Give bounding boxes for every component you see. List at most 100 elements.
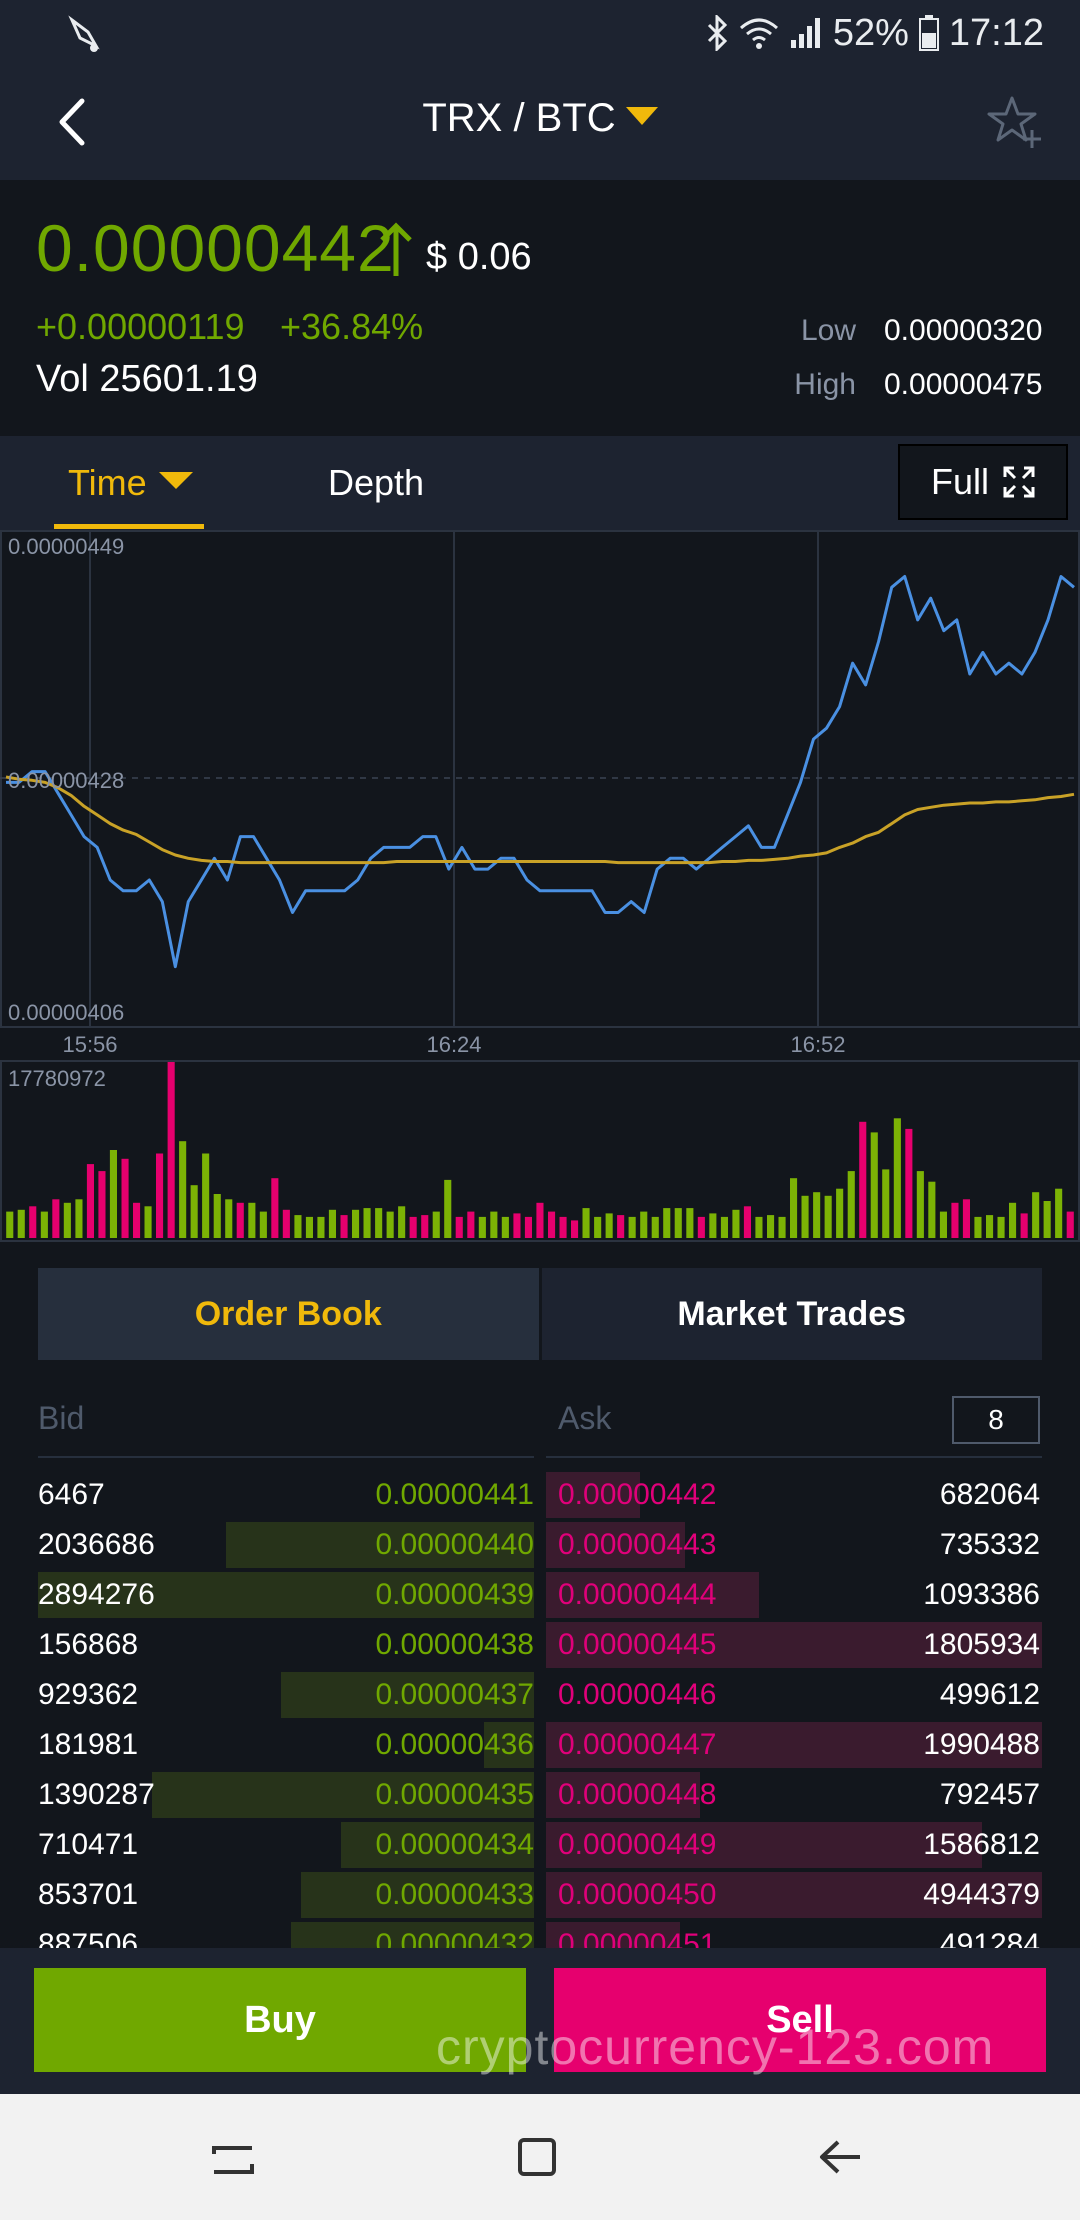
bid-price: 0.00000437 [375,1678,535,1711]
bid-price: 0.00000438 [375,1628,535,1661]
volume-bar [236,1202,244,1238]
volume-bar [190,1185,198,1238]
volume-bar [663,1208,671,1238]
volume-bar [1055,1188,1063,1238]
system-nav-bar [0,2094,1080,2220]
bid-quantity: 853701 [38,1878,139,1911]
volume-bar [305,1216,313,1238]
orderbook-row[interactable]: 2036686 0.00000440 0.00000443 735332 [0,1520,1080,1570]
volume-bar [916,1171,924,1238]
bid-price: 0.00000436 [375,1728,535,1761]
volume-bar [6,1211,14,1238]
watermark: cryptocurrency-123.com [436,2019,995,2075]
change-percent: +36.84% [280,306,424,347]
volume-bar [824,1195,832,1238]
volume-bar [467,1211,475,1238]
volume-bar [674,1208,682,1238]
volume-bar [121,1158,129,1238]
volume-bar-chart[interactable]: 17780972 [0,1060,1080,1242]
bid-depth-bar [484,1722,534,1768]
volume-bar [617,1215,625,1238]
x-tick-label: 15:56 [62,1032,117,1057]
volume-bar [259,1211,267,1238]
usd-price: $ 0.06 [426,236,532,278]
orderbook-row[interactable]: 929362 0.00000437 0.00000446 499612 [0,1670,1080,1720]
volume-bar [167,1062,175,1238]
low-label: Low [800,314,856,347]
orderbook-row[interactable]: 710471 0.00000434 0.00000449 1586812 [0,1820,1080,1870]
clock: 17:12 [948,11,1044,54]
bid-depth-bar [301,1872,534,1918]
bid-price: 0.00000435 [375,1778,535,1811]
expand-icon [1003,466,1035,498]
ask-depth-bar [546,1822,982,1868]
price-series-line [5,775,1075,865]
bid-quantity: 6467 [38,1478,105,1511]
volume-bar [294,1215,302,1238]
volume-bar [571,1220,579,1238]
ask-quantity: 792457 [939,1778,1040,1811]
tab-order-book[interactable]: Order Book [38,1268,539,1360]
volume-bar [386,1211,394,1238]
battery-icon [918,15,939,51]
bid-depth-bar [152,1772,534,1818]
price-line-chart[interactable]: 0.00000449 0.00000428 0.00000406 15:56 1… [0,530,1080,1060]
y-tick-label: 0.00000428 [8,768,124,793]
ask-quantity: 1586812 [923,1828,1040,1861]
ask-quantity: 1093386 [923,1578,1040,1611]
recent-apps-icon [212,2146,254,2174]
orderbook-row[interactable]: 2894276 0.00000439 0.00000444 1093386 [0,1570,1080,1620]
volume-bar [63,1202,71,1238]
orderbook-row[interactable]: 6467 0.00000441 0.00000442 682064 [0,1470,1080,1520]
home-button[interactable] [504,2124,570,2190]
orderbook-header: Bid Ask 8 [0,1390,1080,1454]
orderbook-row[interactable]: 1390287 0.00000435 0.00000448 792457 [0,1770,1080,1820]
star-add-icon[interactable] [984,92,1044,152]
bid-depth-bar [281,1672,534,1718]
orderbook-row[interactable]: 156868 0.00000438 0.00000445 1805934 [0,1620,1080,1670]
volume-bar [156,1153,164,1238]
volume-bar [248,1202,256,1238]
volume-bar [40,1211,48,1238]
bid-quantity: 1390287 [38,1778,155,1811]
back-button[interactable] [40,90,104,154]
status-bar: 52% 17:12 [0,0,1080,66]
orderbook-row[interactable]: 853701 0.00000433 0.00000450 4944379 [0,1870,1080,1920]
pair-selector[interactable]: TRX / BTC [0,96,1080,141]
battery-percent: 52% [832,11,909,54]
orderbook-row[interactable]: 887506 0.00000432 0.00000451 491284 [0,1920,1080,1948]
dropdown-caret-icon [625,107,658,125]
volume-bars-group [6,1062,1074,1238]
bluetooth-icon [707,15,727,51]
notification-icon [68,15,100,52]
volume-bar [778,1216,786,1238]
volume-bar [513,1213,521,1238]
tab-market-trades[interactable]: Market Trades [541,1268,1042,1360]
fullscreen-button[interactable]: Full [898,444,1068,520]
volume-bar [951,1202,959,1238]
volume-bar [202,1153,210,1238]
volume-bar [398,1206,406,1238]
tab-time[interactable]: Time [68,462,193,504]
bid-price: 0.00000432 [375,1928,535,1948]
buy-button[interactable]: Buy [34,1968,526,2072]
back-nav-button[interactable] [808,2124,874,2190]
time-caret-icon [158,472,193,489]
orderbook-row[interactable]: 181981 0.00000436 0.00000447 1990488 [0,1720,1080,1770]
volume-bar [548,1211,556,1238]
bid-quantity: 156868 [38,1628,139,1661]
ask-depth-bar [546,1522,685,1568]
bid-divider [38,1456,534,1458]
volume-bar [1009,1202,1017,1238]
ask-quantity: 491284 [939,1928,1040,1948]
sell-button[interactable]: Sell [554,1968,1046,2072]
ask-quantity: 735332 [939,1528,1040,1561]
depth-selector[interactable]: 8 [952,1396,1040,1444]
volume-bar [986,1215,994,1238]
ask-column-label: Ask [558,1400,612,1436]
tab-depth[interactable]: Depth [328,462,425,503]
recent-apps-button[interactable] [200,2124,266,2190]
volume-bar [905,1128,913,1238]
volume-bar [732,1209,740,1238]
